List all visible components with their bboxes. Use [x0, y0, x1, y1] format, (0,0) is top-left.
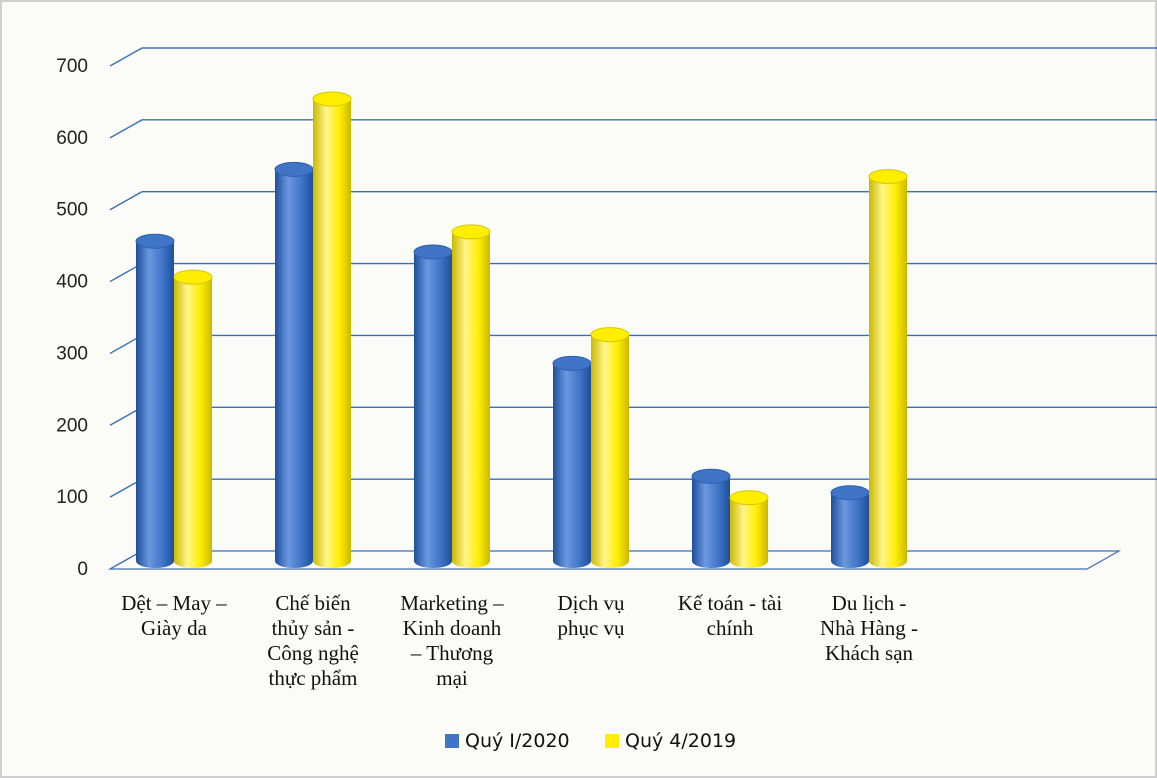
bar-body: [136, 241, 174, 568]
gridline: [109, 119, 1157, 139]
bar-q1-2020: [135, 233, 175, 568]
bar-top: [451, 224, 491, 240]
x-category-line: Nhà Hàng -: [820, 616, 918, 640]
x-category-line: Chế biến: [275, 591, 351, 615]
bar-top: [868, 169, 908, 185]
bar-top: [274, 161, 314, 177]
x-category-label: Kế toán - tài chính: [678, 591, 783, 640]
x-category-label: Marketing – Kinh doanh – Thương mại: [400, 591, 504, 690]
x-category-line: Khách sạn: [825, 641, 914, 665]
bar-body: [275, 169, 313, 568]
bar-top: [312, 91, 352, 107]
gridline: [109, 191, 1157, 211]
bar-body: [452, 231, 490, 568]
bar-q1-2020: [830, 485, 870, 568]
x-category-line: Công nghệ: [267, 641, 359, 665]
x-category-line: mại: [436, 666, 468, 690]
y-tick-label: 500: [56, 200, 88, 221]
x-category-label: Du lịch -Nhà Hàng -Khách sạn: [820, 591, 918, 665]
x-category-line: Kế toán - tài: [678, 591, 783, 615]
bar-q4-2019: [868, 169, 908, 569]
bar-q1-2020: [552, 355, 592, 568]
bar-body: [591, 334, 629, 568]
y-tick-label: 0: [77, 559, 88, 580]
bar-body: [174, 277, 212, 568]
x-category-line: Dịch vụ: [557, 591, 625, 615]
x-category-line: Kinh doanh: [403, 616, 502, 640]
y-tick-label: 600: [56, 128, 88, 149]
bar-body: [553, 363, 591, 568]
legend-label: Quý I/2020: [465, 730, 570, 752]
legend-swatch: [445, 734, 459, 748]
bar-top: [691, 468, 731, 484]
gridline: [109, 406, 1157, 426]
bar-top: [729, 490, 769, 506]
gridline: [109, 47, 1157, 67]
bar-q4-2019: [451, 224, 491, 568]
x-category-line: Dệt – May –: [121, 591, 227, 615]
bar-top: [830, 485, 870, 501]
x-category-label: Dịch vụ phục vụ: [557, 591, 625, 640]
bar-top: [135, 233, 175, 249]
y-tick-label: 400: [56, 272, 88, 293]
bar-body: [869, 176, 907, 569]
y-tick-label: 700: [56, 56, 88, 77]
bar-body: [313, 98, 351, 569]
bar-q1-2020: [413, 244, 453, 568]
bar-q4-2019: [729, 490, 769, 568]
x-category-label: Dệt – May – Giày da: [121, 591, 227, 640]
legend-swatch: [605, 734, 619, 748]
bar-top: [590, 327, 630, 343]
gridline: [109, 262, 1157, 283]
x-category-line: chính: [707, 616, 754, 640]
bar-top: [413, 244, 453, 260]
x-category-line: thực phẩm: [269, 666, 358, 690]
x-category-label: Chế biến thủy sản -Công nghệ thực phẩm: [267, 591, 359, 690]
y-tick-label: 300: [56, 343, 88, 364]
legend-label: Quý 4/2019: [625, 730, 736, 752]
bar-body: [730, 497, 768, 568]
bar-q4-2019: [590, 327, 630, 568]
chart-floor: [107, 550, 1122, 570]
bar-top: [173, 269, 213, 285]
bar-body: [414, 252, 452, 568]
y-tick-label: 100: [56, 487, 88, 508]
bar-top: [552, 355, 592, 371]
x-category-line: Marketing –: [400, 591, 504, 615]
x-category-line: thủy sản -: [272, 616, 355, 640]
bar-q1-2020: [691, 468, 731, 568]
bar-body: [831, 492, 869, 568]
x-category-line: Du lịch -: [832, 591, 907, 615]
gridline: [109, 478, 1157, 498]
bar-q1-2020: [274, 161, 314, 568]
x-category-line: Giày da: [141, 616, 208, 640]
bar-q4-2019: [173, 269, 213, 568]
x-category-line: – Thương: [410, 641, 494, 665]
gridline: [109, 334, 1157, 355]
bar-body: [692, 476, 730, 568]
bar-q4-2019: [312, 91, 352, 569]
x-category-line: phục vụ: [557, 616, 625, 640]
y-tick-label: 200: [56, 415, 88, 436]
